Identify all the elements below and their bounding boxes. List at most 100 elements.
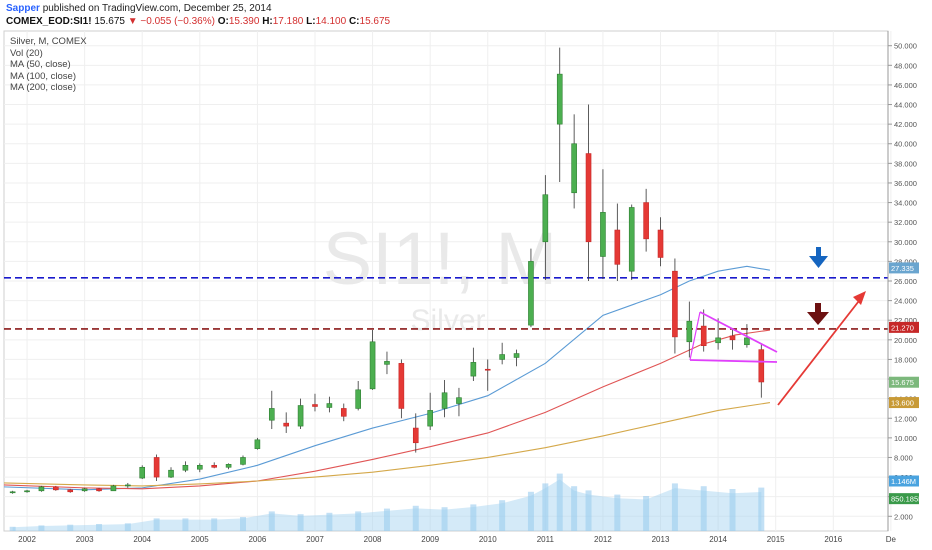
candle[interactable] (700, 309, 707, 352)
legend-main[interactable]: Silver, M, COMEX (10, 36, 87, 47)
triangle-upper-line[interactable] (699, 311, 778, 353)
candle[interactable] (67, 488, 74, 493)
candle-body (412, 427, 419, 444)
candle[interactable] (513, 349, 520, 367)
candle[interactable] (355, 381, 361, 411)
candle[interactable] (139, 465, 146, 480)
candle[interactable] (9, 490, 16, 494)
change-down-icon: ▼ (127, 16, 138, 27)
candle[interactable] (441, 380, 448, 418)
candle[interactable] (24, 489, 30, 493)
candle[interactable] (628, 204, 635, 281)
candle[interactable] (643, 188, 649, 252)
candle-body (600, 212, 606, 257)
candle[interactable] (38, 485, 45, 492)
candle[interactable] (427, 392, 433, 431)
volume-bar (268, 511, 275, 531)
projection-arrow-line[interactable] (777, 296, 863, 406)
candle[interactable] (96, 487, 102, 492)
candle-body (139, 466, 146, 479)
x-tick-label: 2002 (18, 535, 36, 544)
candle[interactable] (53, 485, 59, 491)
x-tick-label: 2003 (76, 535, 94, 544)
red-down-arrow-icon[interactable] (807, 303, 829, 325)
candle[interactable] (168, 467, 174, 479)
candle[interactable] (571, 114, 577, 209)
candle[interactable] (456, 387, 462, 417)
triangle-left-line[interactable] (689, 311, 701, 361)
volume-bar (383, 508, 390, 531)
candle[interactable] (369, 330, 376, 390)
candle-body (758, 349, 765, 383)
legend-ma50[interactable]: MA (50, close) (10, 59, 71, 70)
watermark-symbol: SI1!, M (323, 217, 557, 300)
high-value: 17.180 (272, 16, 304, 27)
author-link[interactable]: Sapper (6, 3, 40, 14)
candle[interactable] (110, 484, 117, 492)
candle[interactable] (254, 437, 261, 450)
x-tick-label: 2008 (364, 535, 382, 544)
candle[interactable] (81, 487, 88, 492)
candle[interactable] (153, 454, 160, 481)
candle[interactable] (542, 175, 549, 281)
candle[interactable] (672, 258, 678, 354)
candle-body (585, 153, 592, 243)
legend-volume[interactable]: Vol (20) (10, 47, 43, 59)
price-badge[interactable]: 21.270 (889, 321, 919, 333)
candle[interactable] (484, 359, 491, 391)
low-label: L: (306, 16, 316, 27)
candle-body (484, 368, 491, 371)
candle[interactable] (182, 461, 189, 473)
candle[interactable] (398, 359, 405, 419)
price-badge[interactable]: 13.600 (889, 397, 919, 409)
legend-ma200[interactable]: MA (200, close) (10, 82, 76, 93)
volume-bar (556, 473, 563, 531)
candle[interactable] (211, 462, 218, 469)
candle[interactable] (240, 455, 246, 466)
candle[interactable] (340, 403, 347, 422)
candle[interactable] (657, 217, 664, 267)
candle-body (240, 457, 246, 465)
candle[interactable] (312, 393, 318, 412)
triangle-lower-line[interactable] (689, 359, 778, 363)
blue-down-arrow-icon[interactable] (809, 247, 828, 268)
candle[interactable] (556, 47, 563, 182)
candle-body (225, 464, 232, 468)
candle[interactable] (600, 169, 606, 280)
candle[interactable] (715, 318, 721, 350)
ma-line-1[interactable] (3, 329, 771, 490)
price-badge[interactable]: 1.146M (889, 475, 919, 487)
legend-ma100[interactable]: MA (100, close) (10, 70, 76, 82)
candle[interactable] (268, 390, 275, 430)
volume-bar (153, 518, 160, 531)
ma-line-2[interactable] (3, 402, 771, 487)
candle[interactable] (283, 412, 289, 433)
candle[interactable] (729, 328, 736, 350)
candle[interactable] (585, 104, 592, 281)
candle[interactable] (614, 203, 621, 281)
candle[interactable] (528, 248, 534, 328)
price-badge[interactable]: 27.335 (889, 262, 919, 274)
candle[interactable] (225, 463, 232, 470)
candle[interactable] (412, 413, 419, 453)
candle[interactable] (384, 351, 390, 375)
price-badge[interactable]: 15.675 (889, 376, 919, 388)
candle[interactable] (758, 343, 765, 398)
volume-bar (671, 483, 678, 531)
candle[interactable] (686, 301, 693, 358)
candle[interactable] (197, 463, 203, 473)
price-badge[interactable]: 850.185K (889, 493, 923, 505)
volume-bar (9, 526, 16, 531)
candle[interactable] (499, 342, 505, 365)
symbol-label[interactable]: COMEX_EOD:SI1! (6, 16, 92, 27)
volume-bar (124, 523, 131, 531)
publish-line: Sapper published on TradingView.com, Dec… (6, 3, 272, 14)
candle[interactable] (297, 398, 304, 430)
candle[interactable] (125, 482, 131, 488)
candle[interactable] (470, 347, 477, 381)
volume-bar (527, 491, 534, 531)
candle-body (340, 408, 347, 417)
candle[interactable] (326, 396, 333, 413)
